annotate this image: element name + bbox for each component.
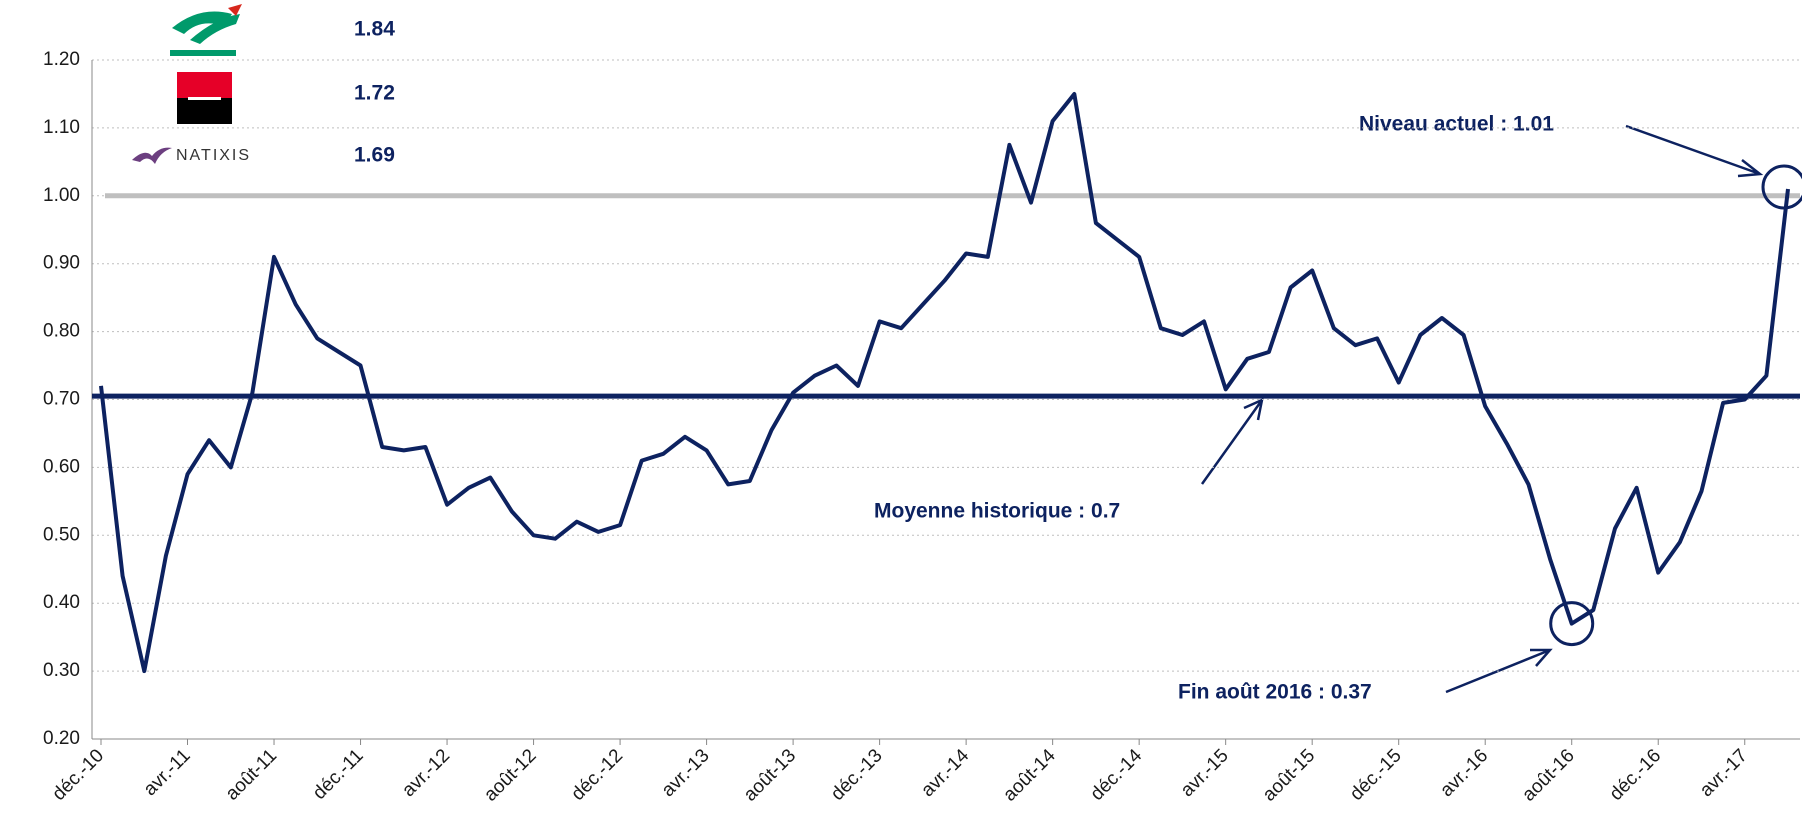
x-tick-label: déc.-11 [309, 745, 368, 804]
bank-figure: 1.72 [354, 82, 395, 105]
annotation: Niveau actuel : 1.01 [1359, 113, 1554, 136]
x-tick-label: avr.-12 [398, 745, 454, 801]
x-tick-label: avr.-14 [917, 745, 973, 801]
x-tick-label: avr.-15 [1177, 745, 1233, 801]
bank-figure: 1.84 [354, 18, 395, 41]
highlight-circle [1761, 164, 1802, 210]
x-tick-label: avr.-16 [1436, 745, 1492, 801]
logo-ca [170, 4, 242, 56]
y-tick-label: 0.20 [43, 728, 80, 749]
highlight-circle [1549, 601, 1595, 647]
x-tick-label: déc.-10 [48, 745, 108, 805]
logo-sg [177, 72, 232, 124]
y-tick-label: 0.50 [43, 524, 80, 545]
logo-text: NATIXIS [176, 147, 251, 164]
x-tick-label: août-16 [1518, 745, 1578, 805]
y-tick-label: 0.70 [43, 389, 80, 410]
x-tick-label: août-12 [480, 745, 540, 805]
x-tick-label: août-13 [740, 745, 800, 805]
y-tick-label: 0.60 [43, 456, 80, 477]
x-tick-label: août-14 [999, 745, 1060, 806]
x-tick-label: août-11 [222, 745, 281, 804]
bank-figure: 1.69 [354, 144, 395, 167]
x-tick-label: déc.-13 [827, 745, 887, 805]
data-line [99, 92, 1790, 674]
x-tick-label: avr.-11 [140, 745, 195, 800]
y-tick-label: 1.00 [43, 185, 80, 206]
logo-natixis: NATIXIS [132, 147, 251, 164]
arrows [1200, 124, 1764, 694]
y-tick-label: 0.80 [43, 321, 80, 342]
x-tick-label: avr.-17 [1696, 745, 1752, 801]
x-tick-label: déc.-16 [1606, 745, 1666, 805]
x-tick-label: déc.-15 [1346, 745, 1406, 805]
x-tick-label: déc.-14 [1087, 745, 1147, 805]
y-tick-label: 1.20 [43, 49, 80, 70]
annotation: Moyenne historique : 0.7 [874, 500, 1120, 523]
x-tick-label: avr.-13 [658, 745, 714, 801]
y-tick-label: 1.10 [43, 117, 80, 138]
y-tick-label: 0.90 [43, 253, 80, 274]
annotation: Fin août 2016 : 0.37 [1178, 681, 1372, 704]
x-tick-label: août-15 [1259, 745, 1319, 805]
y-tick-label: 0.40 [43, 592, 80, 613]
x-tick-label: déc.-12 [567, 745, 627, 805]
y-tick-label: 0.30 [43, 660, 80, 681]
